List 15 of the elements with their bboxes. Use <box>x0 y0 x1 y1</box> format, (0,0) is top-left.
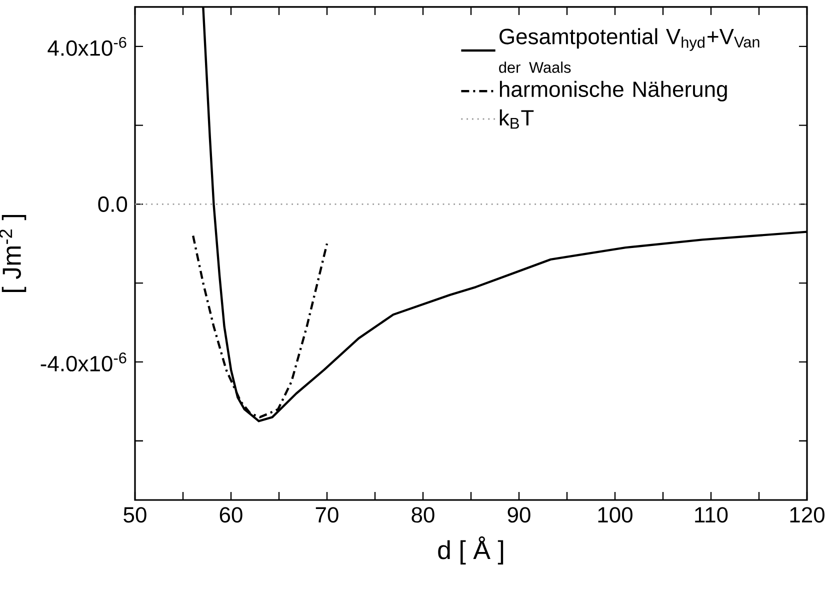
x-tick-label: 80 <box>412 507 434 523</box>
y-tick-label: -4.0x10$^{-6}$ <box>40 352 126 372</box>
y-tick-label: 0.0 <box>98 196 128 212</box>
y-tick-label: 4.0x10$^{-6}$ <box>48 36 126 56</box>
x-tick-label: 70 <box>316 507 338 523</box>
x-tick-label: 50 <box>124 507 146 523</box>
x-tick-label: 90 <box>508 507 530 523</box>
x-tick-label: 60 <box>220 507 242 523</box>
legend-label: harmonische Näherung <box>500 80 727 102</box>
legend-label: k$_{B}$T <box>500 109 534 129</box>
x-axis-title: d [ Å ] <box>438 536 504 564</box>
x-tick-label: 120 <box>790 507 824 523</box>
x-tick-label: 100 <box>598 507 632 523</box>
x-tick-label: 110 <box>695 507 728 523</box>
text: Gesamtpotential V$_{hyd}$+V$_{Van}$ der Waals <box>499 28 760 73</box>
